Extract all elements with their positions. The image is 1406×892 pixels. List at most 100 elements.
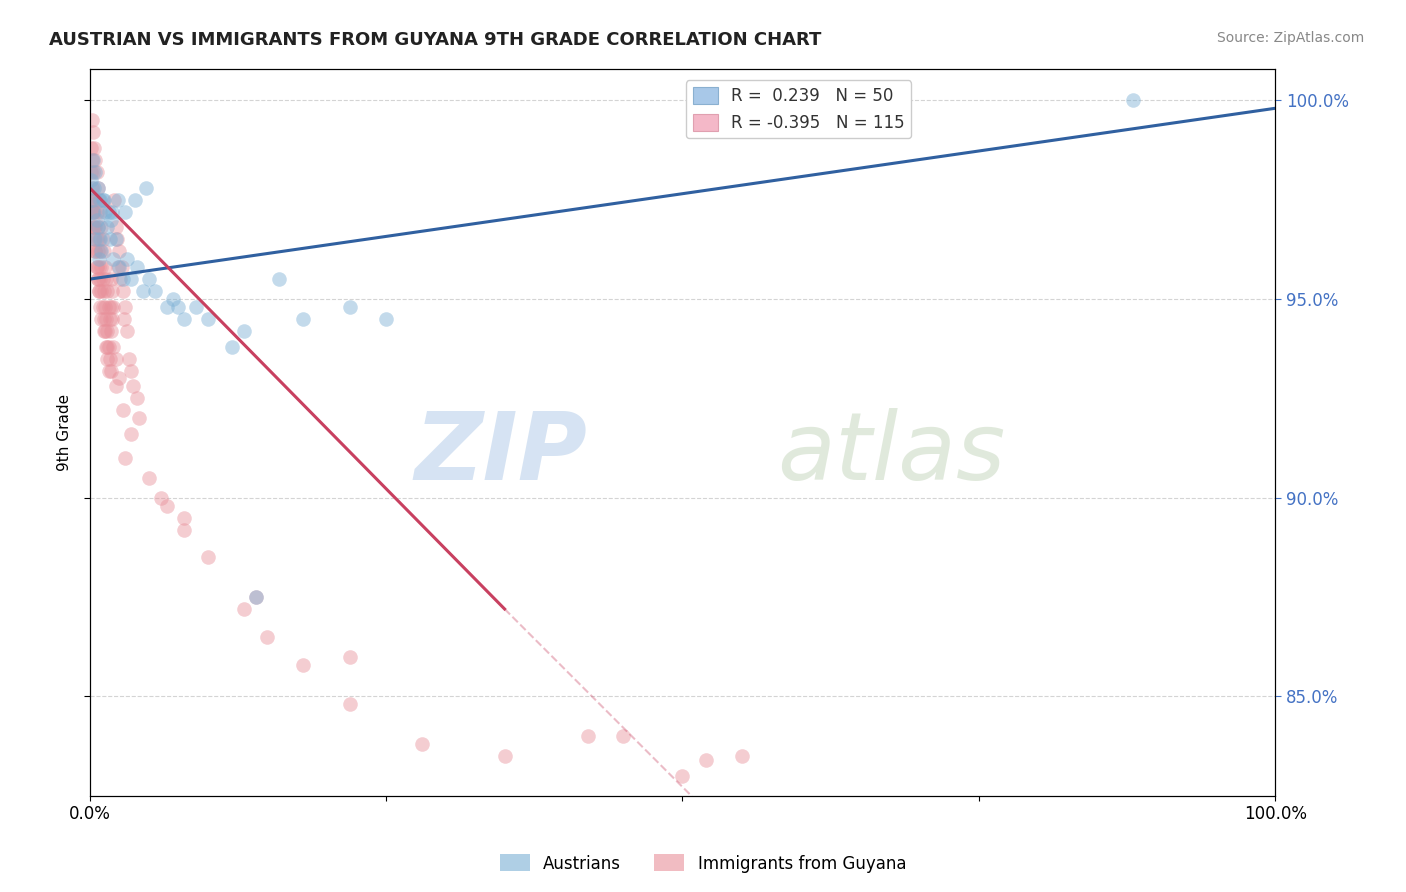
Point [120,272,142,286]
Point [86,212,108,227]
Point [117,324,139,338]
Point [576,729,599,743]
Point [83,180,105,194]
Point [101,284,124,298]
Point [375,311,398,326]
Point [494,749,516,764]
Point [80,113,103,128]
Point [87,220,110,235]
Point [86,165,108,179]
Point [90,260,112,275]
Point [103,193,125,207]
Point [256,630,278,644]
Point [84,232,107,246]
Point [80,193,103,207]
Point [80,153,103,167]
Point [114,300,136,314]
Point [87,284,110,298]
Point [156,499,179,513]
Point [93,324,115,338]
Point [173,311,195,326]
Point [167,300,190,314]
Point [86,260,108,275]
Point [91,193,114,207]
Point [87,272,110,286]
Point [97,204,120,219]
Point [93,311,115,326]
Point [339,698,361,712]
Legend: R =  0.239   N = 50, R = -0.395   N = 115: R = 0.239 N = 50, R = -0.395 N = 115 [686,80,911,138]
Point [94,300,117,314]
Point [93,193,115,207]
Point [292,311,315,326]
Point [612,729,634,743]
Point [94,311,117,326]
Point [94,324,117,338]
Point [118,351,141,366]
Point [110,260,132,275]
Point [156,300,179,314]
Point [173,523,195,537]
Point [80,204,103,219]
Point [80,193,103,207]
Point [149,491,172,505]
Point [91,300,114,314]
Point [87,252,110,267]
Point [91,272,114,286]
Point [107,193,129,207]
Point [82,204,104,219]
Point [245,590,267,604]
Point [671,769,693,783]
Point [101,311,124,326]
Point [695,753,717,767]
Point [100,363,122,377]
Point [93,284,115,298]
Text: AUSTRIAN VS IMMIGRANTS FROM GUYANA 9TH GRADE CORRELATION CHART: AUSTRIAN VS IMMIGRANTS FROM GUYANA 9TH G… [49,31,821,49]
Point [91,232,114,246]
Point [162,292,184,306]
Point [89,193,111,207]
Point [111,284,134,298]
Point [96,351,118,366]
Point [80,180,103,194]
Point [292,657,315,672]
Point [103,300,125,314]
Point [96,220,118,235]
Point [87,220,110,235]
Point [94,340,117,354]
Point [111,272,134,286]
Point [98,351,121,366]
Legend: Austrians, Immigrants from Guyana: Austrians, Immigrants from Guyana [494,847,912,880]
Point [135,180,157,194]
Text: Source: ZipAtlas.com: Source: ZipAtlas.com [1216,31,1364,45]
Point [87,244,110,259]
Point [411,737,433,751]
Point [87,193,110,207]
Point [84,193,107,207]
Point [82,220,104,235]
Point [87,232,110,246]
Point [110,272,132,286]
Text: atlas: atlas [778,409,1005,500]
Point [125,260,148,275]
Point [232,602,254,616]
Text: ZIP: ZIP [415,408,588,500]
Point [86,232,108,246]
Point [87,180,110,194]
Point [96,324,118,338]
Point [89,272,111,286]
Point [82,204,104,219]
Point [103,340,125,354]
Point [96,340,118,354]
Point [100,324,122,338]
Point [104,351,127,366]
Point [94,204,117,219]
Point [84,244,107,259]
Point [128,411,150,425]
Point [122,379,145,393]
Point [94,272,117,286]
Point [104,220,127,235]
Point [89,300,111,314]
Point [98,311,121,326]
Point [108,260,131,275]
